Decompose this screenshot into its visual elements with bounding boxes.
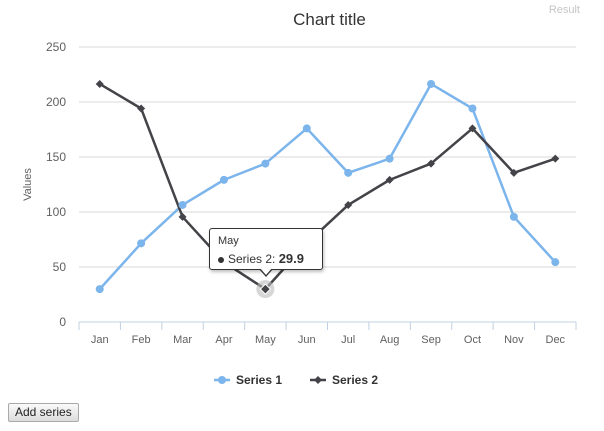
- series-1-point: [137, 239, 146, 248]
- tooltip-value: 29.9: [278, 251, 305, 266]
- y-tick-label: 50: [53, 260, 67, 274]
- series-1-point: [302, 124, 311, 133]
- series-1-point: [95, 285, 104, 294]
- series-1-point: [344, 168, 353, 177]
- series-2-point: [509, 168, 518, 177]
- x-tick-label: Apr: [215, 334, 232, 346]
- x-tick-label: Jul: [341, 334, 355, 346]
- tooltip-arrow-fill: [260, 268, 272, 275]
- result-label: Result: [548, 4, 580, 16]
- add-series-button[interactable]: Add series: [8, 403, 79, 422]
- tooltip-series-name: Series 2: [228, 252, 273, 266]
- series-2-point: [427, 159, 436, 168]
- series-1-point: [509, 212, 518, 221]
- series-2-point: [137, 104, 146, 113]
- y-tick-label: 150: [46, 150, 66, 164]
- series-2-line: [99, 82, 556, 291]
- series-1-point: [427, 79, 436, 88]
- y-tick-label: 200: [46, 95, 66, 109]
- line-chart: Chart title 0 50 100 150 200 250 Values Jan Feb Ma…: [22, 10, 577, 387]
- x-tick-label: Aug: [380, 334, 400, 346]
- x-tick-label: Mar: [173, 334, 192, 346]
- tooltip-category: May: [218, 235, 239, 247]
- y-axis-title: Values: [22, 168, 34, 201]
- y-tick-label: 0: [59, 315, 66, 329]
- series-2-point: [259, 283, 272, 295]
- series-1-point: [468, 104, 477, 113]
- series-1-point: [385, 154, 394, 163]
- y-tick-label: 100: [46, 205, 66, 219]
- series-2-point: [95, 79, 104, 88]
- x-tick-label: Jan: [91, 334, 109, 346]
- series-1-line: [98, 82, 557, 290]
- chart-title: Chart title: [293, 10, 366, 29]
- series-1-point: [551, 258, 560, 267]
- series-1-point: [219, 175, 228, 184]
- x-tick-label: Feb: [132, 334, 151, 346]
- legend-series-1-marker: [218, 376, 226, 384]
- legend-series-2-marker: [314, 376, 322, 384]
- series-2-point: [385, 175, 394, 184]
- x-tick-label: Nov: [504, 334, 524, 346]
- chart-tooltip: May Series 2: 29.9: [209, 228, 323, 277]
- series-1-point: [261, 159, 270, 168]
- series-2-point: [468, 124, 477, 133]
- legend-series-2-label: Series 2: [332, 373, 378, 387]
- series-1-point: [178, 200, 187, 209]
- series-2-point: [344, 200, 353, 209]
- chart-container: Chart title 0 50 100 150 200 250 Values Jan Feb Ma…: [22, 10, 577, 387]
- series-2-point: [178, 212, 187, 221]
- x-tick-label: Sep: [421, 334, 441, 346]
- tooltip-series-dot: [218, 256, 224, 263]
- y-tick-label: 250: [46, 40, 66, 54]
- x-tick-label: Dec: [546, 334, 566, 346]
- x-tick-label: May: [255, 334, 276, 346]
- legend-series-1-label: Series 1: [236, 373, 282, 387]
- x-tick-label: Oct: [464, 334, 481, 346]
- series-2-point: [551, 154, 560, 163]
- x-tick-label: Jun: [298, 334, 316, 346]
